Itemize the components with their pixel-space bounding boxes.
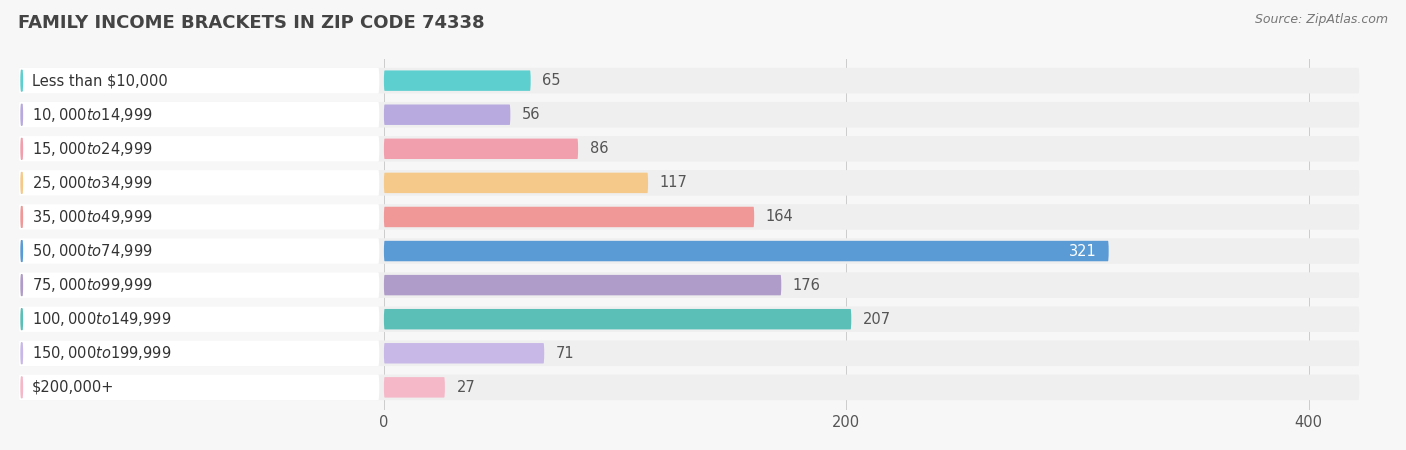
FancyBboxPatch shape xyxy=(18,306,1360,332)
Text: FAMILY INCOME BRACKETS IN ZIP CODE 74338: FAMILY INCOME BRACKETS IN ZIP CODE 74338 xyxy=(18,14,485,32)
FancyBboxPatch shape xyxy=(384,343,544,364)
Circle shape xyxy=(21,70,22,91)
FancyBboxPatch shape xyxy=(18,68,1360,94)
FancyBboxPatch shape xyxy=(384,173,648,193)
Text: Source: ZipAtlas.com: Source: ZipAtlas.com xyxy=(1254,14,1388,27)
Circle shape xyxy=(21,308,22,330)
FancyBboxPatch shape xyxy=(384,71,530,91)
Circle shape xyxy=(21,172,22,194)
FancyBboxPatch shape xyxy=(384,241,1109,261)
Circle shape xyxy=(21,240,22,262)
Text: $15,000 to $24,999: $15,000 to $24,999 xyxy=(32,140,152,158)
FancyBboxPatch shape xyxy=(18,238,1360,264)
FancyBboxPatch shape xyxy=(384,275,782,295)
Text: Less than $10,000: Less than $10,000 xyxy=(32,73,167,88)
Circle shape xyxy=(21,104,22,126)
Text: 321: 321 xyxy=(1070,243,1097,259)
FancyBboxPatch shape xyxy=(384,377,444,397)
FancyBboxPatch shape xyxy=(18,170,380,196)
Text: $50,000 to $74,999: $50,000 to $74,999 xyxy=(32,242,152,260)
Text: 27: 27 xyxy=(457,380,475,395)
FancyBboxPatch shape xyxy=(18,238,380,264)
FancyBboxPatch shape xyxy=(384,139,578,159)
Text: $200,000+: $200,000+ xyxy=(32,380,114,395)
FancyBboxPatch shape xyxy=(18,68,380,94)
FancyBboxPatch shape xyxy=(18,136,1360,162)
Text: 117: 117 xyxy=(659,176,688,190)
Circle shape xyxy=(21,206,22,228)
Text: $25,000 to $34,999: $25,000 to $34,999 xyxy=(32,174,152,192)
FancyBboxPatch shape xyxy=(18,341,380,366)
Text: 207: 207 xyxy=(863,312,891,327)
Text: 71: 71 xyxy=(555,346,575,361)
FancyBboxPatch shape xyxy=(384,207,754,227)
FancyBboxPatch shape xyxy=(18,374,1360,400)
Text: 65: 65 xyxy=(543,73,561,88)
FancyBboxPatch shape xyxy=(18,170,1360,196)
FancyBboxPatch shape xyxy=(18,341,1360,366)
FancyBboxPatch shape xyxy=(18,374,380,400)
Circle shape xyxy=(21,138,22,160)
Text: 56: 56 xyxy=(522,107,540,122)
Text: 86: 86 xyxy=(589,141,609,156)
FancyBboxPatch shape xyxy=(18,204,380,230)
FancyBboxPatch shape xyxy=(18,102,380,127)
Text: $75,000 to $99,999: $75,000 to $99,999 xyxy=(32,276,152,294)
FancyBboxPatch shape xyxy=(18,102,1360,127)
Text: $150,000 to $199,999: $150,000 to $199,999 xyxy=(32,344,172,362)
Circle shape xyxy=(21,274,22,296)
FancyBboxPatch shape xyxy=(384,309,851,329)
Circle shape xyxy=(21,377,22,398)
Text: 164: 164 xyxy=(766,209,793,225)
FancyBboxPatch shape xyxy=(18,136,380,162)
FancyBboxPatch shape xyxy=(384,104,510,125)
Text: 176: 176 xyxy=(793,278,821,292)
FancyBboxPatch shape xyxy=(18,204,1360,230)
FancyBboxPatch shape xyxy=(18,272,380,298)
Text: $100,000 to $149,999: $100,000 to $149,999 xyxy=(32,310,172,328)
FancyBboxPatch shape xyxy=(18,272,1360,298)
Text: $10,000 to $14,999: $10,000 to $14,999 xyxy=(32,106,152,124)
Text: $35,000 to $49,999: $35,000 to $49,999 xyxy=(32,208,152,226)
FancyBboxPatch shape xyxy=(18,306,380,332)
Circle shape xyxy=(21,342,22,364)
